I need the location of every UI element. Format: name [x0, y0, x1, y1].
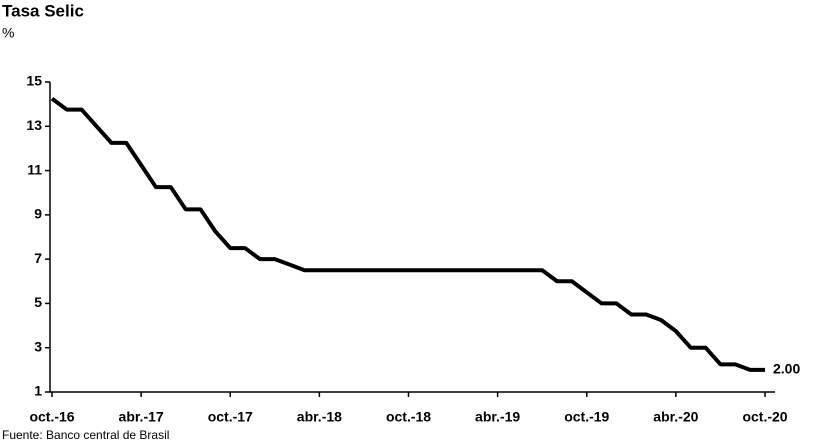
x-tick-label: abr.-19 — [475, 409, 520, 425]
x-tick-label: oct.-18 — [386, 409, 431, 425]
y-tick-label: 11 — [27, 161, 42, 177]
x-tick-label: oct.-16 — [29, 409, 74, 425]
x-tick-label: oct.-20 — [742, 409, 787, 425]
source: Fuente: Banco central de Brasil — [2, 428, 169, 442]
x-tick-label: abr.-18 — [297, 409, 342, 425]
y-tick-label: 13 — [26, 117, 42, 133]
data-label: 2.00 — [773, 361, 800, 377]
y-tick-label: 7 — [34, 250, 42, 266]
chart-title: Tasa Selic — [2, 1, 84, 20]
y-tick-label: 3 — [34, 338, 42, 354]
y-tick-label: 15 — [26, 73, 42, 89]
y-axis-label: % — [2, 25, 14, 41]
x-tick-label: oct.-19 — [564, 409, 609, 425]
x-tick-label: oct.-17 — [208, 409, 253, 425]
y-tick-label: 5 — [34, 294, 42, 310]
y-tick-label: 1 — [34, 383, 42, 399]
x-tick-label: abr.-17 — [119, 409, 164, 425]
x-tick-label: abr.-20 — [653, 409, 698, 425]
line — [50, 97, 765, 372]
y-tick-label: 9 — [34, 206, 42, 222]
